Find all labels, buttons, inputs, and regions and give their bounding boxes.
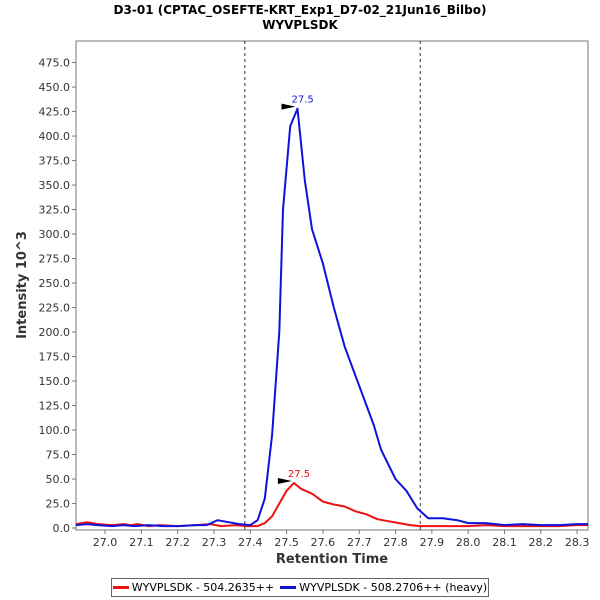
y-tick-label: 475.0	[39, 57, 71, 70]
legend: WYVPLSDK - 504.2635++ WYVPLSDK - 508.270…	[111, 578, 489, 597]
y-axis-label: Intensity 10^3	[15, 231, 30, 339]
x-tick-label: 27.7	[347, 536, 372, 549]
x-tick-label: 27.6	[311, 536, 336, 549]
x-tick-label: 27.2	[165, 536, 190, 549]
x-tick-label: 27.5	[274, 536, 299, 549]
y-tick-label: 50.0	[46, 473, 71, 486]
y-tick-label: 200.0	[39, 326, 71, 339]
legend-swatch-red	[112, 586, 129, 589]
legend-label-heavy: WYVPLSDK - 508.2706++ (heavy)	[299, 581, 488, 594]
y-tick-label: 175.0	[39, 351, 71, 364]
y-tick-label: 350.0	[39, 179, 71, 192]
y-tick-label: 425.0	[39, 106, 71, 119]
y-tick-label: 275.0	[39, 253, 71, 266]
plot-area	[75, 40, 589, 531]
x-tick-label: 28.3	[565, 536, 590, 549]
chart-title: D3-01 (CPTAC_OSEFTE-KRT_Exp1_D7-02_21Jun…	[114, 3, 487, 18]
x-tick-label: 27.1	[129, 536, 154, 549]
x-tick-label: 28.0	[456, 536, 481, 549]
x-axis-label: Retention Time	[276, 552, 388, 567]
chart-subtitle: WYVPLSDK	[262, 18, 338, 32]
peak-arrow-1	[281, 103, 296, 110]
x-tick-label: 27.0	[93, 536, 118, 549]
y-tick-label: 300.0	[39, 228, 71, 241]
x-tick-label: 27.8	[383, 536, 408, 549]
legend-item-heavy: WYVPLSDK - 508.2706++ (heavy)	[280, 581, 487, 594]
legend-item-light: WYVPLSDK - 504.2635++	[112, 581, 275, 594]
y-tick-label: 450.0	[39, 81, 71, 94]
y-tick-label: 250.0	[39, 277, 71, 290]
peak-arrow-0	[277, 477, 292, 484]
x-tick-label: 28.1	[492, 536, 517, 549]
legend-label-light: WYVPLSDK - 504.2635++	[131, 581, 275, 594]
x-axis: 27.0 27.1 27.2 27.3 27.4 27.5 27.6 27.7 27.8 27.9…	[93, 530, 590, 549]
x-tick-label: 28.2	[529, 536, 554, 549]
y-tick-label: 325.0	[39, 204, 71, 217]
peak-label-0: 27.5	[288, 469, 310, 480]
y-tick-label: 150.0	[39, 375, 71, 388]
x-tick-label: 27.4	[238, 536, 263, 549]
legend-swatch-blue	[280, 586, 297, 589]
y-tick-label: 0.0	[53, 522, 71, 535]
y-tick-label: 25.0	[46, 498, 71, 511]
peak-label-1: 27.5	[292, 95, 314, 106]
y-tick-label: 75.0	[46, 449, 71, 462]
y-tick-label: 400.0	[39, 130, 71, 143]
y-tick-label: 125.0	[39, 400, 71, 413]
y-tick-label: 100.0	[39, 424, 71, 437]
y-axis: 0.0 25.0 50.0 75.0 100.0 125.0 150.0 175.0 200.0…	[39, 57, 76, 535]
series-line-1	[75, 107, 588, 528]
x-tick-label: 27.3	[202, 536, 227, 549]
y-tick-label: 225.0	[39, 302, 71, 315]
x-tick-label: 27.9	[420, 536, 445, 549]
series-lines	[75, 107, 588, 528]
peak-markers: 27.5 27.5	[277, 95, 314, 484]
y-tick-label: 375.0	[39, 155, 71, 168]
